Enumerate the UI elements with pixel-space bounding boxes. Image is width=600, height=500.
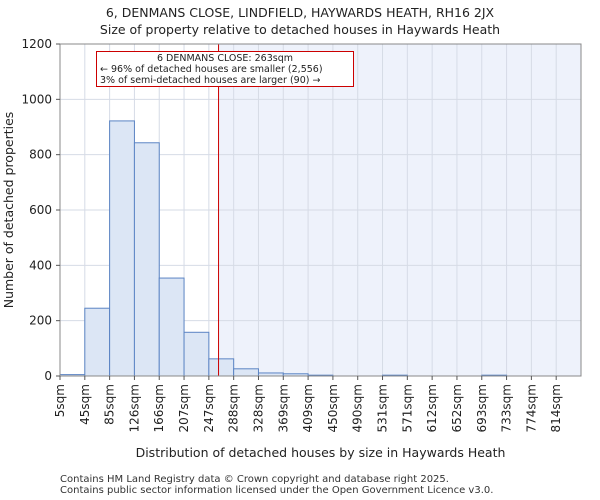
- x-tick-label: 369sqm: [276, 384, 290, 432]
- x-tick-label: 166sqm: [152, 384, 166, 432]
- histogram-bar: [133, 142, 160, 377]
- y-tick-label: 200: [29, 314, 52, 328]
- x-tick-label: 126sqm: [127, 384, 141, 432]
- histogram-bar: [208, 358, 235, 377]
- y-tick-label: 0: [44, 369, 52, 383]
- x-tick-label: 612sqm: [425, 384, 439, 432]
- x-tick-label: 247sqm: [202, 384, 216, 432]
- x-tick-label: 571sqm: [400, 384, 414, 432]
- x-tick-label: 5sqm: [53, 384, 67, 417]
- annotation-line3: 3% of semi-detached houses are larger (9…: [100, 75, 321, 86]
- chart-title-line1: 6, DENMANS CLOSE, LINDFIELD, HAYWARDS HE…: [105, 5, 495, 20]
- histogram-bar: [109, 120, 135, 377]
- x-tick-label: 490sqm: [351, 384, 365, 432]
- x-tick-label: 774sqm: [524, 384, 538, 432]
- footer-line2: Contains public sector information licen…: [60, 485, 494, 496]
- x-tick-label: 409sqm: [301, 384, 315, 432]
- chart-title-line2: Size of property relative to detached ho…: [99, 22, 501, 37]
- x-tick-label: 652sqm: [450, 384, 464, 432]
- y-tick-label: 800: [29, 148, 52, 162]
- footer-line1: Contains HM Land Registry data © Crown c…: [60, 474, 449, 485]
- y-tick-label: 1000: [21, 92, 52, 106]
- x-tick-label: 814sqm: [549, 384, 563, 432]
- x-tick-label: 45sqm: [78, 384, 92, 425]
- x-tick-label: 531sqm: [376, 384, 390, 432]
- histogram-bar: [84, 307, 111, 377]
- x-axis-title: Distribution of detached houses by size …: [136, 445, 506, 460]
- y-tick-label: 600: [29, 203, 52, 217]
- x-tick-label: 288sqm: [227, 384, 241, 432]
- annotation-line1: 6 DENMANS CLOSE: 263sqm: [156, 53, 294, 64]
- histogram-bar: [158, 277, 185, 377]
- x-tick-label: 85sqm: [103, 384, 117, 425]
- y-axis-title: Number of detached properties: [1, 112, 16, 309]
- x-tick-label: 207sqm: [177, 384, 191, 432]
- x-tick-label: 450sqm: [326, 384, 340, 432]
- y-tick-label: 400: [29, 258, 52, 272]
- x-tick-label: 733sqm: [500, 384, 514, 432]
- histogram-bar: [233, 368, 259, 377]
- x-tick-label: 693sqm: [475, 384, 489, 432]
- property-annotation: 6 DENMANS CLOSE: 263sqm ← 96% of detache…: [96, 51, 354, 87]
- y-tick-label: 1200: [21, 37, 52, 51]
- histogram-bar: [183, 331, 210, 377]
- x-tick-label: 328sqm: [251, 384, 265, 432]
- annotation-line2: ← 96% of detached houses are smaller (2,…: [100, 64, 323, 75]
